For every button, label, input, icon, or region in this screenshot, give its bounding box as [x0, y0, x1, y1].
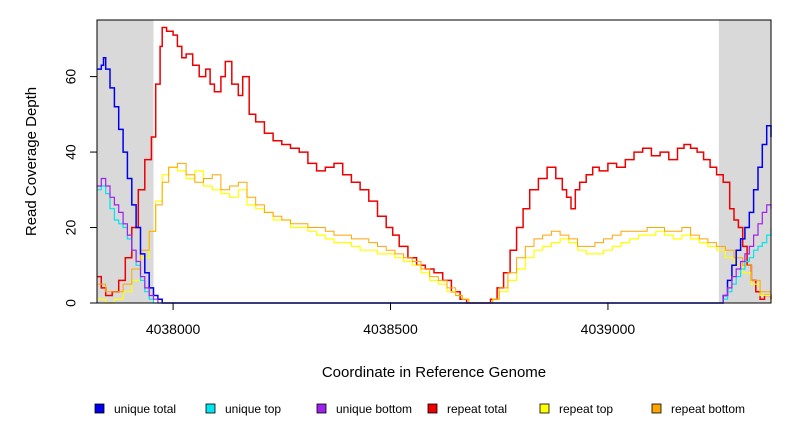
legend-swatch-repeat-bottom — [651, 403, 662, 414]
series-repeat-top — [97, 166, 772, 304]
legend-swatch-repeat-total — [427, 403, 438, 414]
legend-swatch-unique-total — [94, 403, 105, 414]
legend: unique total unique top unique bottom repea… — [94, 402, 745, 416]
y-tick-label-3: 40 — [63, 144, 79, 160]
x-tick-label-3: 4039000 — [581, 321, 636, 337]
x-tick-label-2: 4038500 — [363, 321, 418, 337]
series-repeat-bottom — [97, 162, 772, 304]
y-axis-title: Read Coverage Depth — [23, 87, 40, 236]
legend-label-repeat-bottom: repeat bottom — [671, 402, 745, 416]
y-tick-label-4: 60 — [63, 69, 79, 85]
legend-swatch-unique-bottom — [316, 403, 327, 414]
shaded-regions — [97, 20, 771, 303]
legend-label-repeat-top: repeat top — [559, 402, 613, 416]
y-tick-label-1: 0 — [63, 299, 79, 307]
y-tick-label-2: 20 — [63, 220, 79, 236]
y-axis: 0 20 40 60 — [63, 69, 98, 307]
x-tick-label-1: 4038000 — [146, 321, 201, 337]
series-unique-bottom — [97, 177, 772, 304]
series-lines — [97, 26, 772, 304]
series-unique-top — [97, 185, 772, 304]
series-repeat-total — [97, 26, 772, 304]
legend-swatch-repeat-top — [539, 403, 550, 414]
x-axis-title: Coordinate in Reference Genome — [322, 364, 546, 381]
legend-label-unique-bottom: unique bottom — [336, 402, 412, 416]
legend-label-repeat-total: repeat total — [447, 402, 507, 416]
series-unique-total — [97, 56, 772, 304]
legend-label-unique-total: unique total — [114, 402, 176, 416]
x-axis: 4038000 4038500 4039000 — [146, 303, 636, 337]
legend-swatch-unique-top — [205, 403, 216, 414]
plot-frame — [96, 19, 772, 304]
legend-label-unique-top: unique top — [225, 402, 281, 416]
